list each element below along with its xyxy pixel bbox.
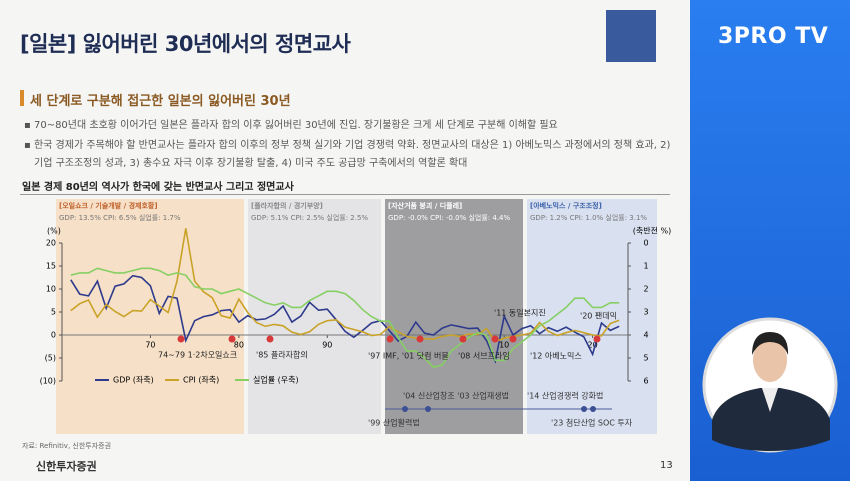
event-label: 74~79 1·2차오일쇼크	[158, 351, 237, 360]
accent-bar	[20, 90, 24, 106]
period-label: [자산거품 붕괴 / 디플레]	[388, 201, 462, 210]
period-stats: GDP: 5.1% CPI: 2.5% 실업률: 2.5%	[251, 213, 368, 222]
shirt	[762, 388, 778, 412]
period-label: [아베노믹스 / 구조조정]	[530, 201, 602, 210]
policy-dot	[425, 406, 431, 412]
y-tick-label: 0	[51, 331, 56, 340]
presenter	[702, 317, 838, 453]
x-tick-label: 90	[322, 341, 332, 350]
event-dot	[416, 335, 424, 343]
legend-label: CPI (좌축)	[183, 376, 219, 385]
event-label: '85 플라자합의	[256, 350, 308, 360]
suit	[712, 388, 830, 451]
policy-label: '14 산업경쟁력 강화법	[527, 391, 603, 401]
period-band	[527, 199, 657, 434]
slide-title: [일본] 잃어버린 30년에서의 정면교사	[20, 32, 351, 56]
series-line	[70, 228, 620, 343]
event-dot	[509, 335, 517, 343]
period-stats: GDP: 1.2% CPI: 1.0% 실업률: 3.1%	[530, 213, 647, 222]
policy-dot	[581, 406, 587, 412]
bullet-text: 70~80년대 초호황 이어가던 일본은 플라자 합의 이후 잃어버린 30년에…	[33, 120, 558, 131]
period-band	[248, 199, 381, 434]
event-label: '97 IMF, '01 닷컴 버블	[368, 351, 449, 361]
event-dot	[228, 335, 236, 343]
y2-tick-label: 3	[643, 308, 648, 317]
bullet: ▪ 한국 경제가 주목해야 할 반면교사는 플라자 합의 이후의 정부 정책 실…	[24, 140, 671, 169]
event-dot	[177, 335, 185, 343]
event-dot	[491, 335, 499, 343]
y2-tick-label: 2	[643, 285, 648, 294]
footer: 신한투자증권	[36, 460, 97, 473]
x-tick-label: 80	[234, 341, 244, 350]
event-dot	[459, 335, 467, 343]
event-label: '11 동일본지진	[494, 308, 546, 318]
policy-dot	[402, 406, 408, 412]
legend-label: GDP (좌축)	[113, 376, 154, 385]
x-tick-label: 20	[588, 341, 598, 350]
series-line	[70, 267, 620, 369]
subtitle: 세 단계로 구분해 접근한 일본의 잃어버린 30년	[30, 94, 291, 109]
event-dot	[386, 335, 394, 343]
chart-title: 일본 경제 80년의 역사가 한국에 갖는 반면교사 그리고 정면교사	[22, 182, 294, 193]
y2-tick-label: 4	[643, 331, 648, 340]
period-stats: GDP: -0.0% CPI: -0.0% 실업률: 4.4%	[388, 213, 510, 222]
logo-icon	[606, 10, 656, 62]
policy-label: '23 첨단산업 SOC 투자	[551, 418, 633, 428]
y-axis-label: (%)	[47, 227, 61, 236]
bullet-text: 한국 경제가 주목해야 할 반면교사는 플라자 합의 이후의 정부 정책 실기와…	[33, 140, 671, 169]
y2-tick-label: 6	[643, 377, 648, 386]
page-number: 13	[660, 460, 673, 471]
x-tick-label: 10	[499, 341, 509, 350]
hair	[752, 332, 789, 355]
policy-dot	[590, 406, 596, 412]
event-dot	[593, 335, 601, 343]
plot: [오일쇼크 / 기술개발 / 경제호황] GDP: 13.5% CPI: 6.5%…	[40, 199, 671, 434]
period-label: [플라자합의 / 경기부양]	[251, 201, 323, 210]
x-tick-label: 70	[145, 341, 155, 350]
y2-axis-label: (축반전 %)	[633, 226, 671, 236]
event-label: '12 아베노믹스	[530, 351, 582, 361]
face	[753, 338, 787, 382]
policy-label: '99 산업활력법	[368, 418, 420, 428]
y-tick-label: 15	[46, 262, 56, 271]
event-label: '08 서브프라임	[458, 352, 510, 361]
y-tick-label: (10)	[40, 377, 56, 386]
legend-label: 실업률 (우축)	[253, 375, 299, 385]
policy-label: '04 신산업창조 '03 산업재생법	[403, 391, 509, 401]
event-label: '20 팬데믹	[580, 311, 617, 321]
logo: 3PRO TV	[718, 24, 829, 49]
y2-tick-label: 0	[643, 239, 648, 248]
y-tick-label: 5	[51, 308, 56, 317]
y-tick-label: 20	[46, 239, 56, 248]
period-label: [오일쇼크 / 기술개발 / 경제호황]	[59, 201, 158, 210]
rule	[20, 194, 670, 195]
y2-tick-label: 5	[643, 354, 648, 363]
period-stats: GDP: 13.5% CPI: 6.5% 실업률: 1.7%	[59, 213, 181, 222]
period-band	[56, 199, 244, 434]
event-dot	[266, 335, 274, 343]
bullet: ▪ 70~80년대 초호황 이어가던 일본은 플라자 합의 이후 잃어버린 30…	[24, 120, 558, 131]
y-tick-label: (5)	[45, 354, 56, 363]
y-tick-label: 10	[46, 285, 56, 294]
source: 자료: Refinitiv, 신한투자증권	[22, 442, 112, 450]
y2-tick-label: 1	[643, 262, 648, 271]
period-band	[385, 199, 523, 434]
